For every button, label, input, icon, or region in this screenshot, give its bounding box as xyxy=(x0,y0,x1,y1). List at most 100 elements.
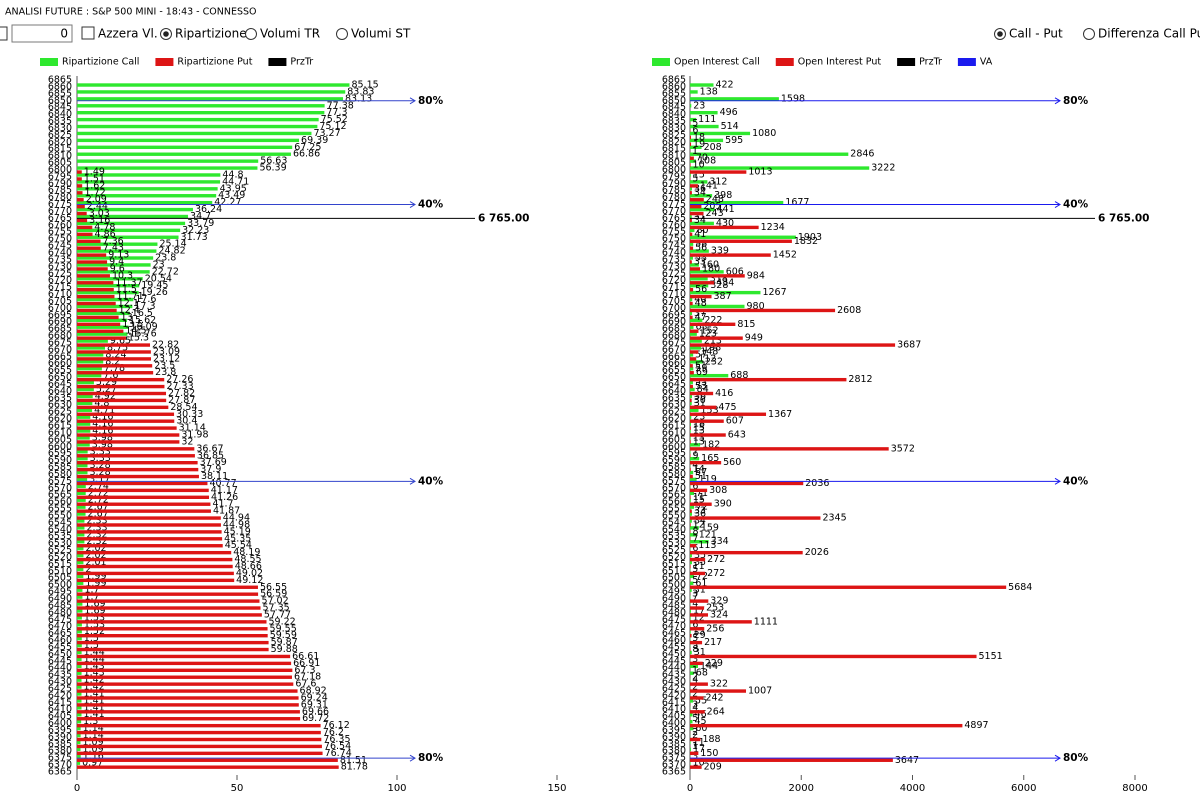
bar-value-label: 12.4 xyxy=(119,305,140,316)
put-bar xyxy=(77,454,195,458)
strike-label: 6550 xyxy=(662,510,686,521)
put-bar xyxy=(77,509,211,513)
call-bar xyxy=(77,131,312,136)
call-bar xyxy=(690,740,691,745)
radio-label[interactable]: Volumi ST xyxy=(351,27,411,41)
bar-value-label: 3572 xyxy=(891,443,915,454)
bar-value-label: 4 xyxy=(692,599,698,610)
bar-value-label: 23 xyxy=(693,100,705,111)
radio-button[interactable] xyxy=(336,28,348,40)
put-bar xyxy=(77,578,235,583)
bar-value-label: 165 xyxy=(701,453,719,464)
radio-label[interactable]: Ripartizione xyxy=(175,27,247,41)
bar-value-label: 49.12 xyxy=(236,575,263,586)
bar-value-label: 108 xyxy=(698,156,716,167)
checkbox[interactable] xyxy=(81,26,95,40)
call-bar xyxy=(77,221,186,226)
bar-value-label: 121 xyxy=(699,529,717,540)
put-bar xyxy=(690,557,706,562)
put-bar xyxy=(77,564,233,569)
radio-label[interactable]: Differenza Call Put xyxy=(1098,27,1200,41)
bar-value-label: 1.7 xyxy=(84,592,99,603)
bar-value-label: 19.26 xyxy=(141,287,168,298)
bar-value-label: 57 xyxy=(695,349,707,360)
call-bar xyxy=(690,408,699,412)
bar-value-label: 272 xyxy=(707,554,725,565)
call-bar xyxy=(690,616,691,620)
strike-label: 6825 xyxy=(662,130,686,141)
strike-label: 6855 xyxy=(662,88,686,99)
put-bar xyxy=(77,170,82,174)
strike-label: 6500 xyxy=(48,580,72,591)
strike-label: 6660 xyxy=(48,358,72,369)
radio-label[interactable]: Call - Put xyxy=(1009,27,1063,41)
strike-label: 6665 xyxy=(662,351,686,362)
checkbox-label[interactable]: Azzera Vl. xyxy=(98,27,158,41)
strike-label: 6495 xyxy=(48,587,72,598)
put-bar xyxy=(690,246,694,250)
radio-label[interactable]: Volumi TR xyxy=(260,27,320,41)
bar-value-label: 45 xyxy=(695,716,707,727)
bar-value-label: 322 xyxy=(710,679,728,690)
bar-value-label: 31 xyxy=(694,398,706,409)
bar-value-label: 496 xyxy=(720,107,738,118)
call-bar xyxy=(77,159,259,163)
call-bar xyxy=(77,685,82,689)
call-bar xyxy=(690,207,715,212)
bar-value-label: 2.74 xyxy=(88,481,109,492)
strike-label: 6510 xyxy=(662,566,686,577)
number-input[interactable] xyxy=(11,24,73,43)
bar-value-label: 1.62 xyxy=(84,180,105,191)
call-bar xyxy=(77,761,81,765)
bar-value-label: 34.7 xyxy=(190,211,211,222)
strike-label: 6715 xyxy=(48,282,72,293)
legend-label: Ripartizione Call xyxy=(62,57,139,68)
strike-label: 6645 xyxy=(48,379,72,390)
put-bar xyxy=(77,758,338,762)
strike-label: 6725 xyxy=(48,268,72,279)
strike-label: 6585 xyxy=(48,462,72,473)
radio-button[interactable] xyxy=(245,28,257,40)
put-bar xyxy=(690,723,963,728)
bar-value-label: 56.55 xyxy=(260,582,287,593)
bar-value-label: 253 xyxy=(706,603,724,614)
strike-label: 6805 xyxy=(48,158,72,169)
bar-value-label: 1.99 xyxy=(85,571,106,582)
bar-value-label: 41.7 xyxy=(212,499,233,510)
strike-label: 6520 xyxy=(48,552,72,563)
radio-dot[interactable] xyxy=(997,31,1003,37)
radio-button[interactable] xyxy=(1083,28,1095,40)
call-bar xyxy=(77,505,86,509)
level-label: 40% xyxy=(418,475,444,487)
bar-value-label: 17.6 xyxy=(135,294,156,305)
bar-value-label: 71 xyxy=(696,488,708,499)
bar-value-label: 1.53 xyxy=(84,619,105,630)
bar-value-label: 41.26 xyxy=(211,492,238,503)
legend-swatch xyxy=(268,58,287,66)
bar-value-label: 31 xyxy=(694,647,706,658)
put-bar xyxy=(690,654,977,659)
strike-label: 6470 xyxy=(662,621,686,632)
radio-dot[interactable] xyxy=(163,31,169,37)
call-bar xyxy=(77,394,93,399)
strike-label: 6465 xyxy=(662,628,686,639)
call-bar xyxy=(690,159,697,163)
bar-value-label: 41.87 xyxy=(213,506,240,517)
call-bar xyxy=(690,304,745,309)
strike-label: 6635 xyxy=(662,393,686,404)
bar-value-label: 76.2 xyxy=(323,727,344,738)
put-bar xyxy=(77,391,167,396)
bar-value-label: 45.35 xyxy=(224,533,251,544)
strike-label: 6655 xyxy=(48,365,72,376)
strike-label: 6535 xyxy=(662,531,686,542)
input-value[interactable]: 0 xyxy=(60,27,68,41)
clipped-checkbox[interactable] xyxy=(0,26,8,41)
bar-value-label: 1 xyxy=(692,146,698,157)
bar-value-label: 57 xyxy=(695,467,707,478)
strike-label: 6800 xyxy=(48,164,72,175)
level-arrow xyxy=(409,754,416,762)
put-bar xyxy=(690,184,698,188)
bar-value-label: 3.28 xyxy=(89,460,110,471)
put-bar xyxy=(690,405,717,410)
